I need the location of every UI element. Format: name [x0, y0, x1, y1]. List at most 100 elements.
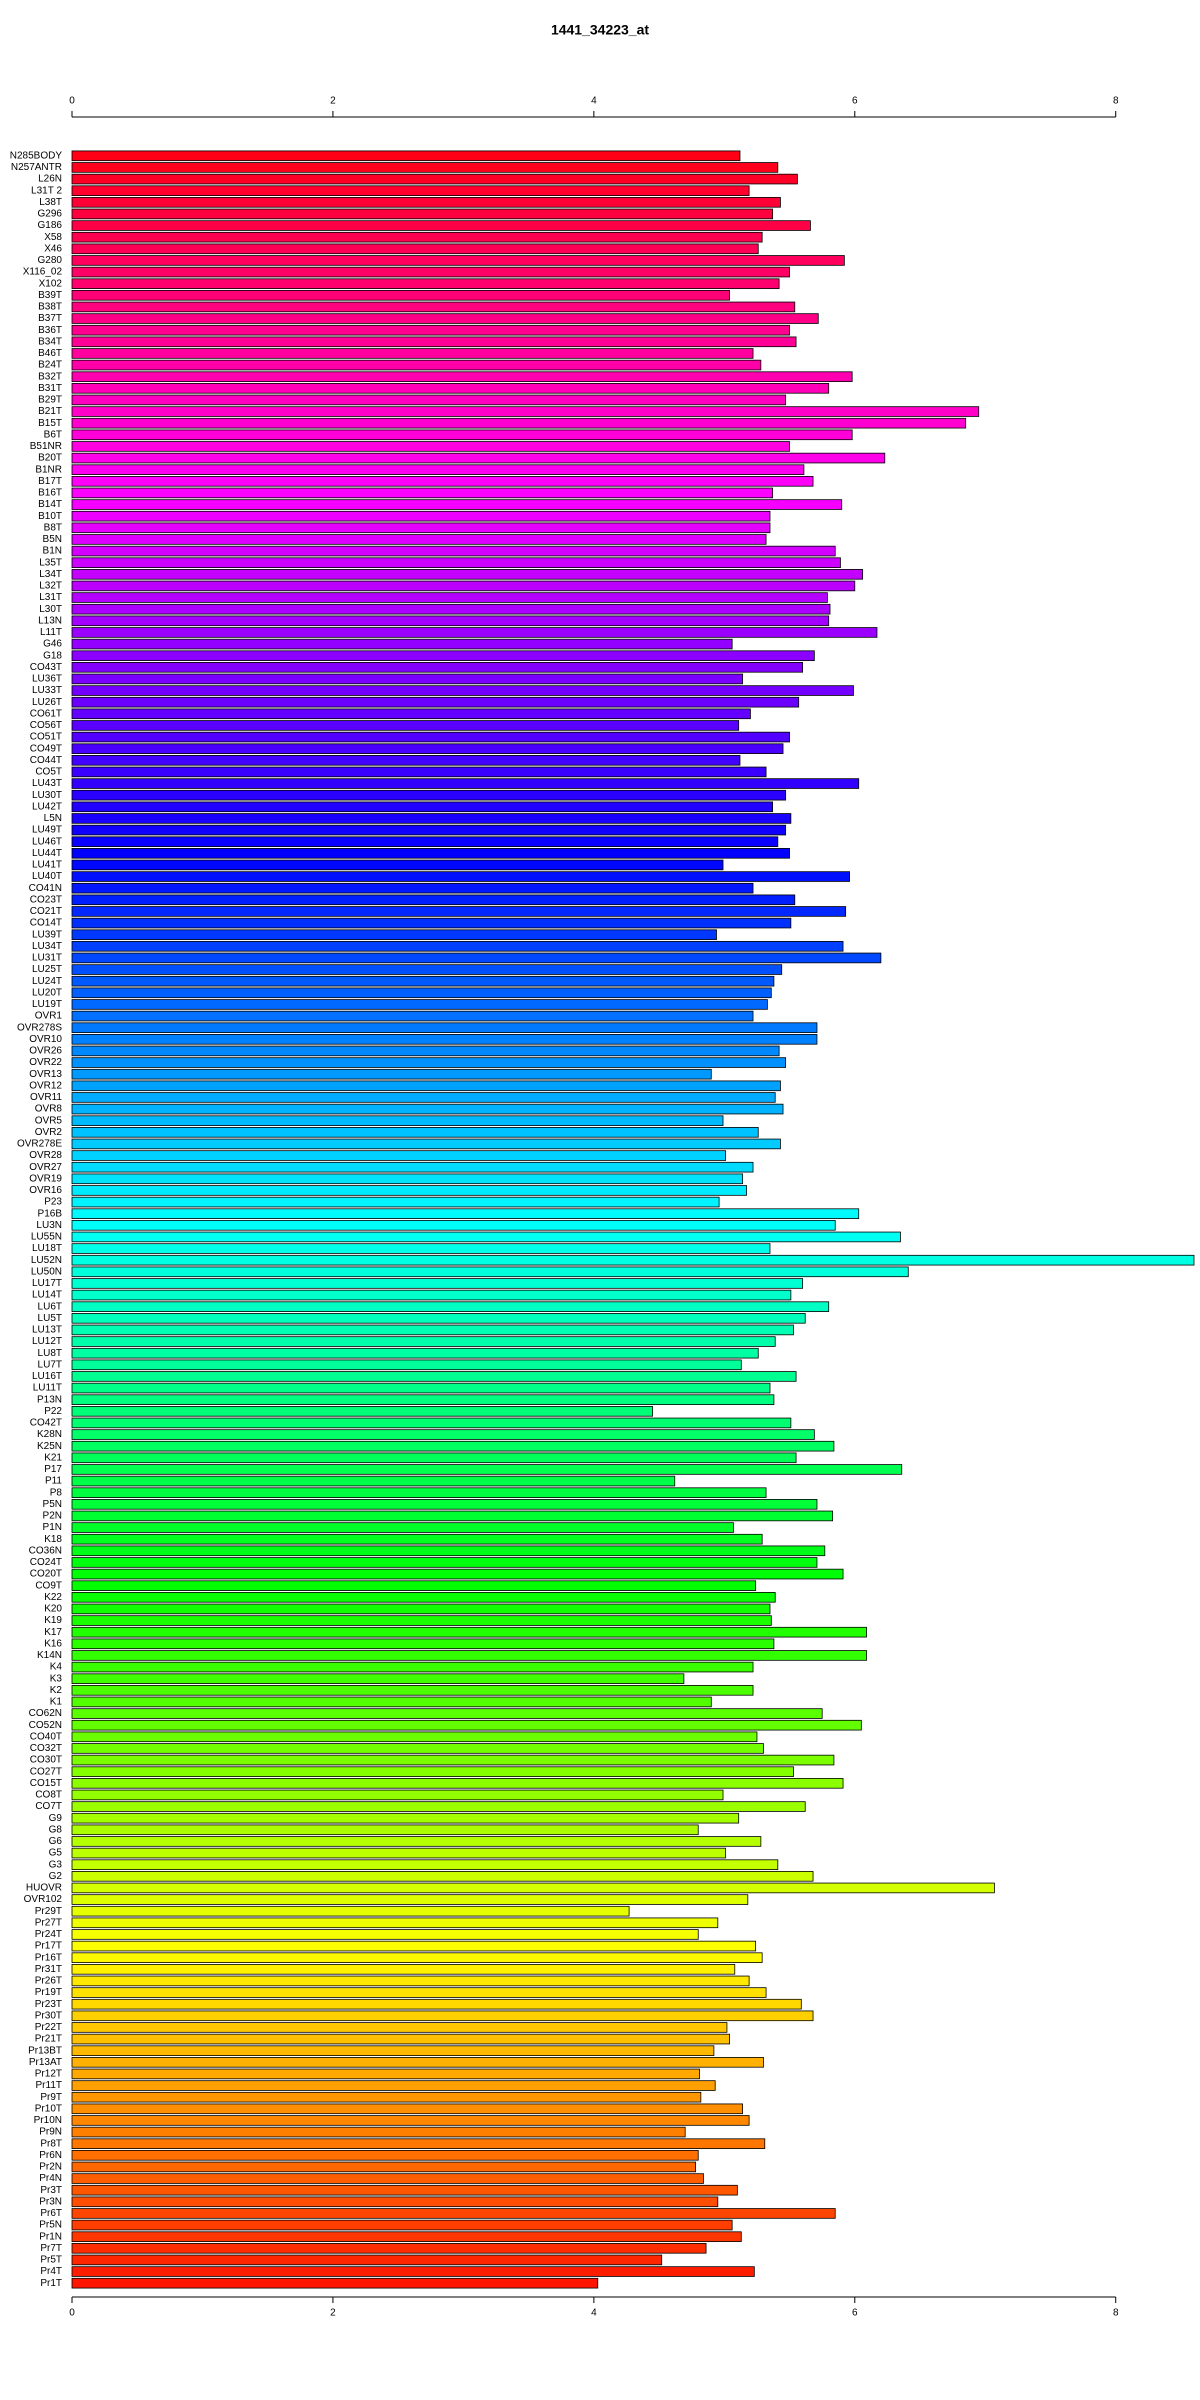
bar	[71, 1208, 860, 1219]
bar	[71, 1010, 754, 1022]
y-tick-label: L32T	[39, 581, 62, 592]
bar	[71, 1045, 780, 1057]
y-tick-label: LU55N	[31, 1232, 62, 1243]
y-tick-label: B1N	[43, 546, 62, 557]
bar	[71, 266, 790, 278]
bar	[71, 1882, 995, 1894]
bar	[71, 464, 805, 475]
bar	[71, 173, 798, 185]
bar	[71, 789, 787, 801]
bar	[71, 441, 790, 452]
bar	[71, 1929, 699, 1940]
y-tick-label: LU24T	[32, 976, 62, 987]
y-tick-label: G3	[49, 1859, 63, 1870]
y-tick-label: B51NR	[30, 441, 62, 452]
bar	[71, 1685, 754, 1696]
y-tick-label: Pr8T	[40, 2138, 62, 2149]
y-tick-label: OVR12	[29, 1080, 62, 1091]
y-tick-label: LU52N	[31, 1255, 62, 1266]
x-tick-label: 2	[330, 2308, 336, 2319]
y-tick-label: OVR5	[35, 1115, 63, 1126]
bar	[71, 1417, 792, 1429]
bar	[71, 1127, 759, 1138]
x-tick-label: 0	[69, 2308, 75, 2319]
bar	[71, 1708, 823, 1719]
y-tick-label: P2N	[43, 1511, 62, 1522]
bar	[71, 1615, 772, 1626]
bar	[71, 1394, 775, 1405]
bar	[71, 766, 767, 778]
y-tick-label: OVR11	[30, 1092, 62, 1103]
bar	[71, 2208, 836, 2219]
bar	[71, 2254, 663, 2266]
bar	[71, 2115, 750, 2126]
y-tick-label: OVR19	[29, 1173, 62, 1184]
bar	[71, 975, 775, 987]
y-tick-label: OVR16	[29, 1185, 62, 1196]
y-tick-label: G46	[43, 639, 62, 650]
y-tick-label: Pr16T	[35, 1952, 62, 1963]
y-tick-label: L13N	[38, 615, 62, 626]
y-tick-label: B46T	[38, 348, 62, 359]
bar	[71, 185, 750, 196]
y-tick-label: OVR10	[29, 1034, 62, 1045]
y-tick-label: LU44T	[32, 848, 62, 859]
y-tick-label: B17T	[38, 476, 62, 487]
y-tick-label: CO14T	[30, 918, 62, 929]
y-tick-label: X116_02	[23, 267, 63, 278]
bar	[71, 301, 796, 313]
bar	[71, 1661, 754, 1673]
y-tick-label: Pr4N	[39, 2173, 62, 2184]
y-tick-label: K21	[44, 1452, 62, 1463]
y-tick-label: B31T	[38, 383, 62, 394]
bar	[71, 2010, 814, 2022]
y-tick-label: OVR102	[24, 1894, 63, 1905]
bar	[71, 243, 759, 255]
bar	[71, 2219, 733, 2231]
bar	[71, 487, 773, 499]
bar	[71, 1533, 763, 1545]
bar	[71, 290, 730, 301]
bar	[71, 1940, 757, 1952]
y-tick-label: LU25T	[32, 964, 62, 975]
bar	[71, 1952, 763, 1963]
bar	[71, 1057, 787, 1068]
bar	[71, 1754, 835, 1766]
bar	[71, 2126, 686, 2138]
y-tick-label: LU41T	[32, 860, 62, 871]
y-tick-label: LU50N	[31, 1266, 62, 1277]
bar	[71, 255, 845, 266]
y-tick-label: Pr7T	[40, 2243, 62, 2254]
x-tick-label: 8	[1113, 2308, 1119, 2319]
y-tick-label: CO23T	[30, 894, 62, 905]
bar	[71, 313, 819, 324]
y-tick-label: G9	[49, 1813, 63, 1824]
y-tick-label: G6	[49, 1836, 63, 1847]
y-tick-label: Pr5N	[39, 2220, 62, 2231]
y-tick-label: CO52N	[29, 1720, 62, 1731]
y-tick-label: B29T	[38, 395, 62, 406]
bar	[71, 2091, 702, 2103]
bar	[71, 2045, 715, 2056]
y-tick-label: P11	[45, 1476, 62, 1487]
bar	[71, 1557, 818, 1568]
bar	[71, 801, 773, 813]
bar	[71, 1778, 844, 1789]
y-tick-label: B6T	[44, 429, 62, 440]
bar	[71, 1568, 844, 1580]
y-tick-label: K18	[44, 1534, 62, 1545]
y-tick-label: Pr10T	[35, 2103, 62, 2114]
y-tick-label: G8	[49, 1824, 63, 1835]
bar	[71, 1801, 806, 1812]
y-tick-label: Pr19T	[35, 1987, 62, 1998]
bar	[71, 1894, 749, 1905]
y-tick-label: OVR1	[35, 1011, 63, 1022]
y-tick-label: K4	[50, 1662, 63, 1673]
y-tick-label: OVR2	[35, 1127, 63, 1138]
bar	[71, 1975, 750, 1987]
y-tick-label: B24T	[38, 360, 62, 371]
y-tick-label: B37T	[38, 313, 62, 324]
y-tick-label: Pr6N	[39, 2150, 62, 2161]
y-tick-label: B20T	[38, 453, 62, 464]
